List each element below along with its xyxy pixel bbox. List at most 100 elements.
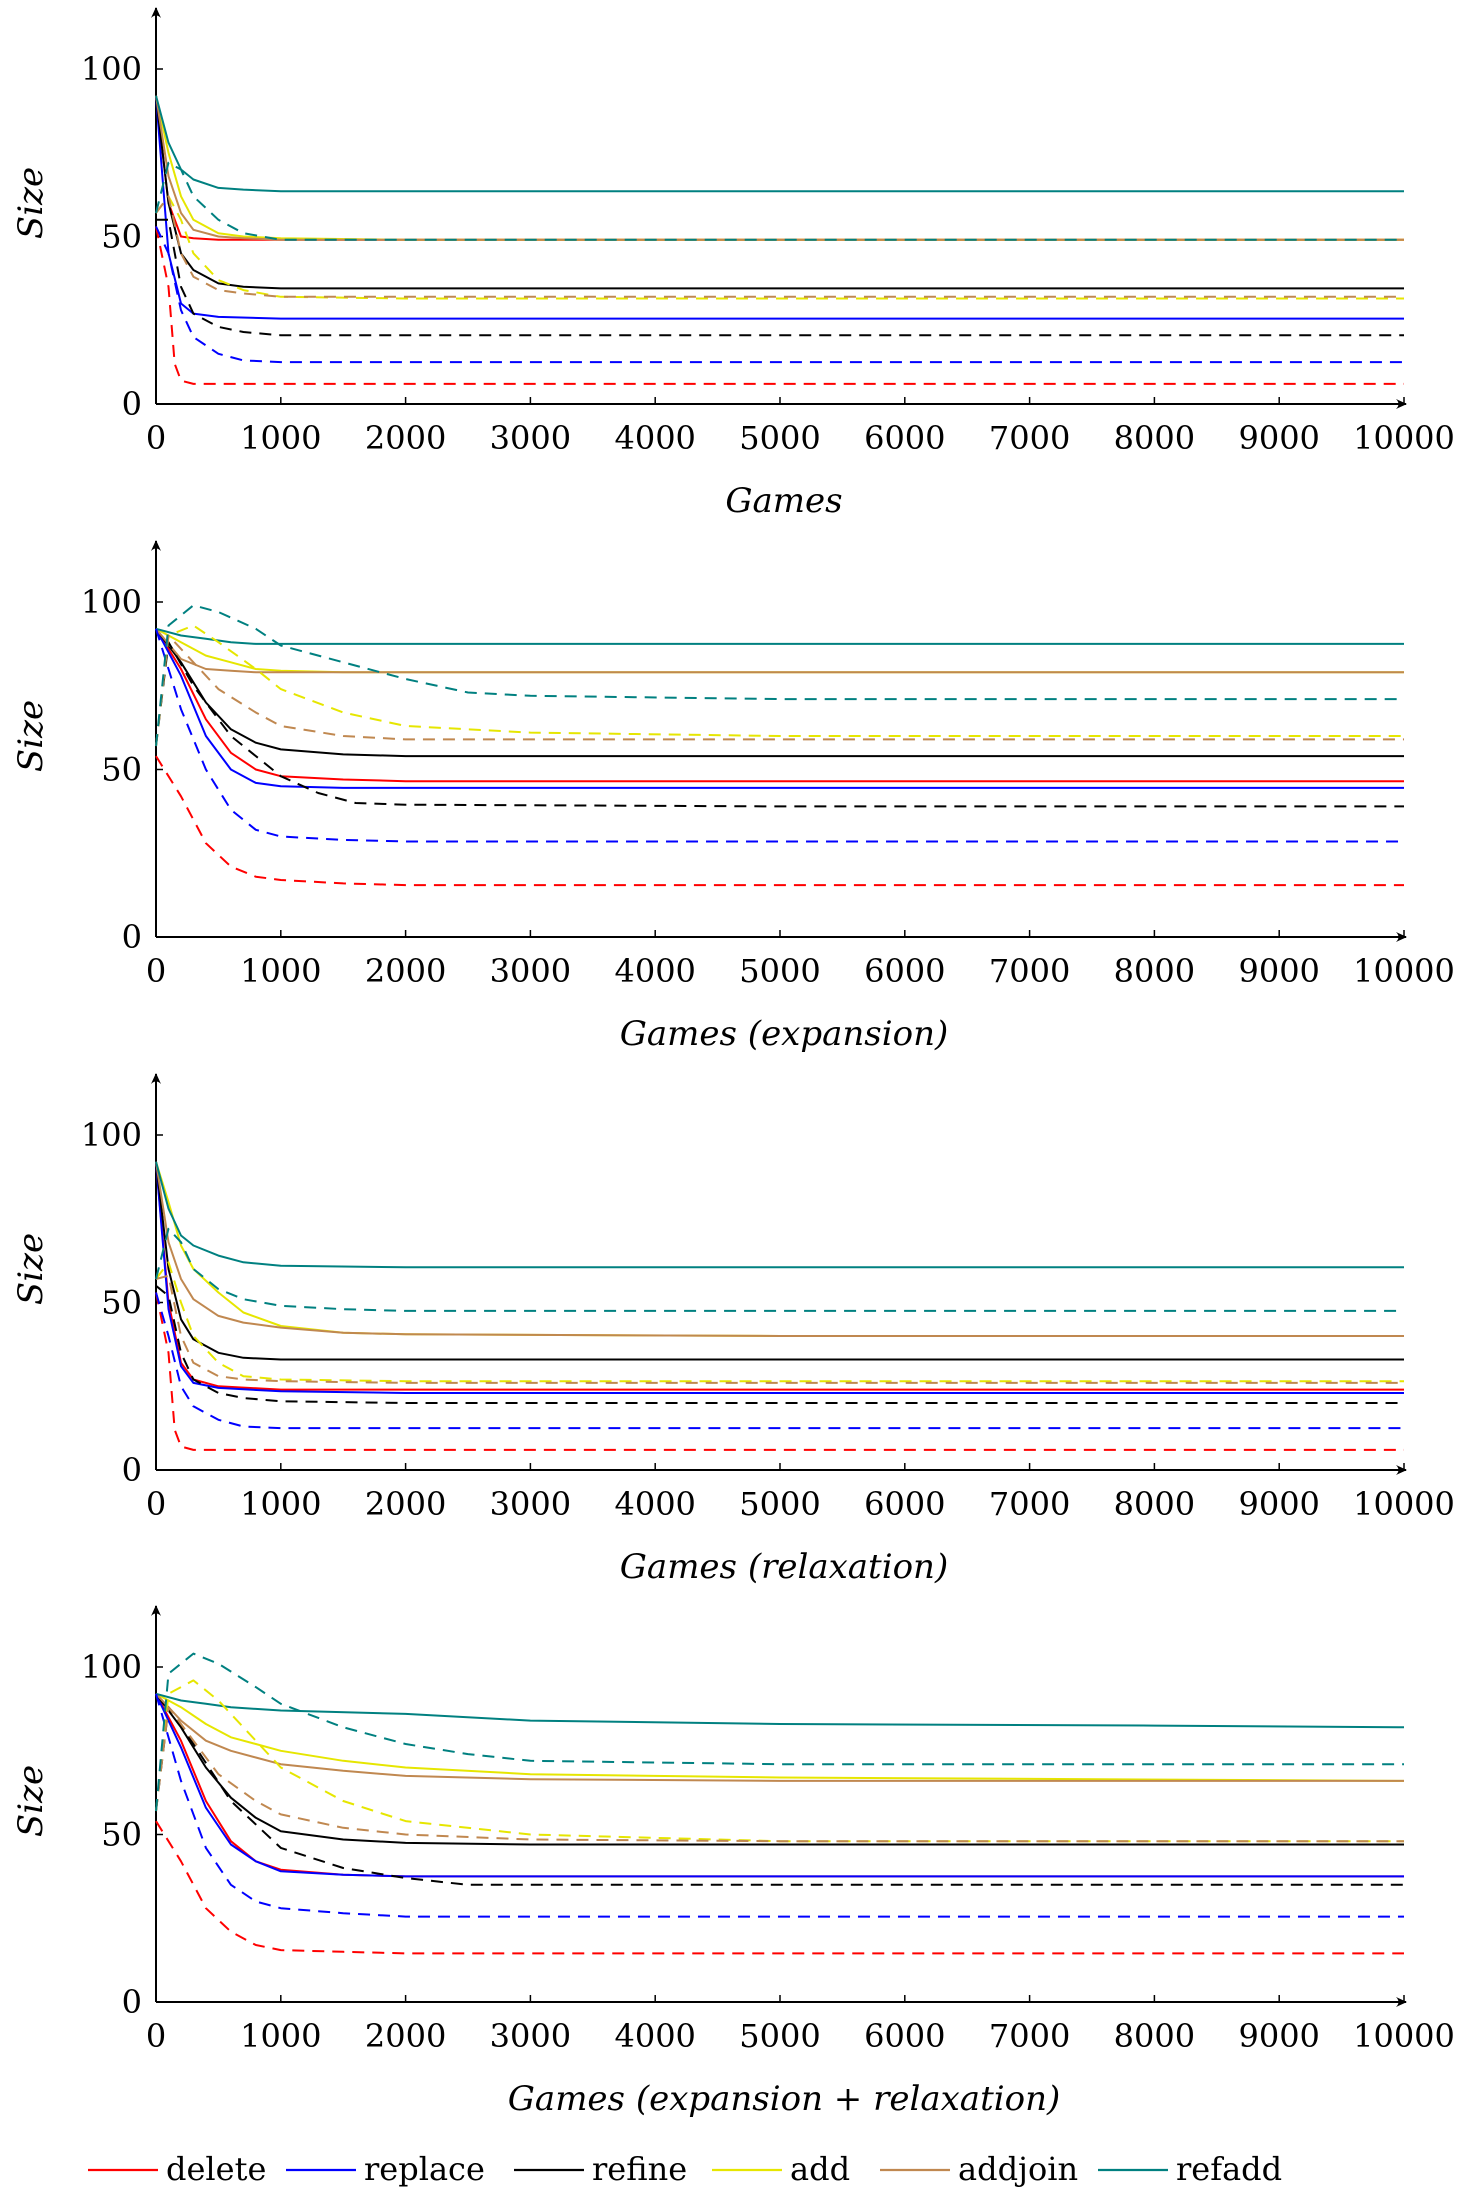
series-line-delete-dashed: [155, 1292, 1404, 1451]
series-line-add-dashed: [155, 1261, 1404, 1383]
x-tick-label: 2000: [365, 1485, 446, 1523]
x-tick-label: 10000: [1353, 419, 1455, 457]
chart-panel-3: 0 1000 2000 3000 4000 5000 6000 7000 8000 9000 100…: [11, 1073, 1455, 1587]
x-tick-label: 0: [146, 952, 166, 990]
series-line-replace-solid: [155, 95, 1404, 320]
x-tick-label: 4000: [614, 419, 695, 457]
series-line-refadd-dashed: [155, 1227, 1404, 1312]
series-line-delete-solid: [155, 628, 1404, 783]
series-line-add-solid: [155, 1161, 1404, 1337]
series-line-replace-solid: [155, 1693, 1404, 1878]
series-line-refine-solid: [155, 95, 1404, 290]
series-line-refadd-dashed: [155, 604, 1404, 747]
x-tick-label: 6000: [864, 952, 945, 990]
y-axis-label: Size: [11, 1765, 51, 1837]
x-tick-label: 3000: [490, 1485, 571, 1523]
series-line-addjoin-solid: [155, 628, 1404, 674]
x-tick-label: 2000: [365, 2017, 446, 2055]
y-axis-label: Size: [11, 700, 51, 772]
x-tick-label: 1000: [240, 2017, 321, 2055]
series-line-delete-solid: [155, 95, 1404, 241]
x-axis-label: Games (expansion): [620, 1014, 949, 1054]
x-tick-label: 7000: [989, 2017, 1070, 2055]
x-tick-label: 7000: [989, 952, 1070, 990]
series-line-addjoin-dashed: [155, 195, 1404, 298]
x-tick-label: 7000: [989, 1485, 1070, 1523]
series-line-add-dashed: [155, 624, 1404, 747]
y-tick-label: 50: [101, 1816, 142, 1854]
series-line-refine-solid: [155, 628, 1404, 758]
series-line-replace-solid: [155, 1161, 1404, 1394]
legend-label-delete: delete: [166, 2150, 266, 2188]
series-line-refadd-dashed: [155, 1652, 1404, 1812]
y-tick-label: 50: [101, 751, 142, 789]
x-axis-label: Games (expansion + relaxation): [508, 2079, 1060, 2119]
y-tick-label: 0: [122, 1983, 142, 2021]
x-tick-label: 8000: [1114, 952, 1195, 990]
series-line-refine-dashed: [155, 1285, 1404, 1404]
y-tick-label: 100: [81, 50, 142, 88]
x-tick-label: 4000: [614, 1485, 695, 1523]
x-tick-label: 6000: [864, 2017, 945, 2055]
x-tick-label: 6000: [864, 419, 945, 457]
x-tick-label: 8000: [1114, 1485, 1195, 1523]
series-line-delete-solid: [155, 1693, 1404, 1878]
y-tick-label: 100: [81, 1116, 142, 1154]
x-tick-label: 9000: [1238, 952, 1319, 990]
series-line-add-solid: [155, 627, 1404, 674]
legend-label-addjoin: addjoin: [958, 2150, 1078, 2188]
x-tick-label: 5000: [739, 2017, 820, 2055]
x-tick-label: 5000: [739, 419, 820, 457]
x-tick-label: 8000: [1114, 419, 1195, 457]
chart-panel-4: 0 1000 2000 3000 4000 5000 6000 7000 8000 9000 100…: [11, 1605, 1455, 2119]
x-tick-label: 10000: [1353, 1485, 1455, 1523]
x-tick-label: 3000: [490, 952, 571, 990]
x-tick-label: 1000: [240, 952, 321, 990]
x-tick-label: 4000: [614, 952, 695, 990]
series-line-refine-dashed: [156, 218, 1404, 337]
series-line-refine-solid: [155, 1693, 1404, 1846]
series-line-addjoin-dashed: [155, 634, 1404, 747]
legend-label-refine: refine: [592, 2150, 687, 2188]
x-tick-label: 9000: [1238, 2017, 1319, 2055]
legend-label-replace: replace: [364, 2150, 485, 2188]
y-tick-label: 0: [122, 918, 142, 956]
series-line-replace-dashed: [155, 225, 1404, 364]
series-line-add-solid: [155, 1692, 1405, 1782]
series-line-addjoin-dashed: [155, 1274, 1404, 1384]
legend-label-add: add: [790, 2150, 850, 2188]
x-tick-label: 5000: [739, 1485, 820, 1523]
y-tick-label: 100: [81, 1648, 142, 1686]
x-tick-label: 9000: [1238, 1485, 1319, 1523]
series-line-add-solid: [155, 95, 1404, 241]
x-tick-label: 4000: [614, 2017, 695, 2055]
y-tick-label: 50: [101, 1284, 142, 1322]
series-line-replace-dashed: [155, 1693, 1404, 1918]
series-line-addjoin-solid: [155, 1693, 1404, 1782]
series-line-delete-solid: [155, 1161, 1404, 1391]
chart-panel-2: 0 1000 2000 3000 4000 5000 6000 7000 8000 9000 100…: [11, 540, 1455, 1054]
x-tick-label: 1000: [240, 1485, 321, 1523]
series-line-add-dashed: [155, 195, 1404, 300]
series-line-refadd-solid: [155, 1692, 1405, 1729]
x-tick-label: 2000: [365, 952, 446, 990]
x-tick-label: 0: [146, 419, 166, 457]
series-line-refine-dashed: [155, 641, 1404, 808]
x-tick-label: 7000: [989, 419, 1070, 457]
series-line-refine-dashed: [155, 1706, 1404, 1886]
legend-label-refadd: refadd: [1176, 2150, 1282, 2188]
series-line-refine-solid: [155, 1161, 1404, 1361]
series-line-delete-dashed: [155, 1820, 1404, 1955]
x-tick-label: 8000: [1114, 2017, 1195, 2055]
series-line-add-dashed: [155, 1679, 1404, 1843]
y-tick-label: 0: [122, 385, 142, 423]
x-tick-label: 2000: [365, 419, 446, 457]
y-tick-label: 0: [122, 1451, 142, 1489]
legend: delete replace refine add addjoin refadd: [88, 2150, 1282, 2188]
chart-panel-1: 0 1000 2000 3000 4000 5000 6000 7000 8000 9000 100…: [11, 7, 1455, 521]
x-tick-label: 9000: [1238, 419, 1319, 457]
x-tick-label: 10000: [1353, 952, 1455, 990]
x-tick-label: 10000: [1353, 2017, 1455, 2055]
x-tick-label: 0: [146, 1485, 166, 1523]
